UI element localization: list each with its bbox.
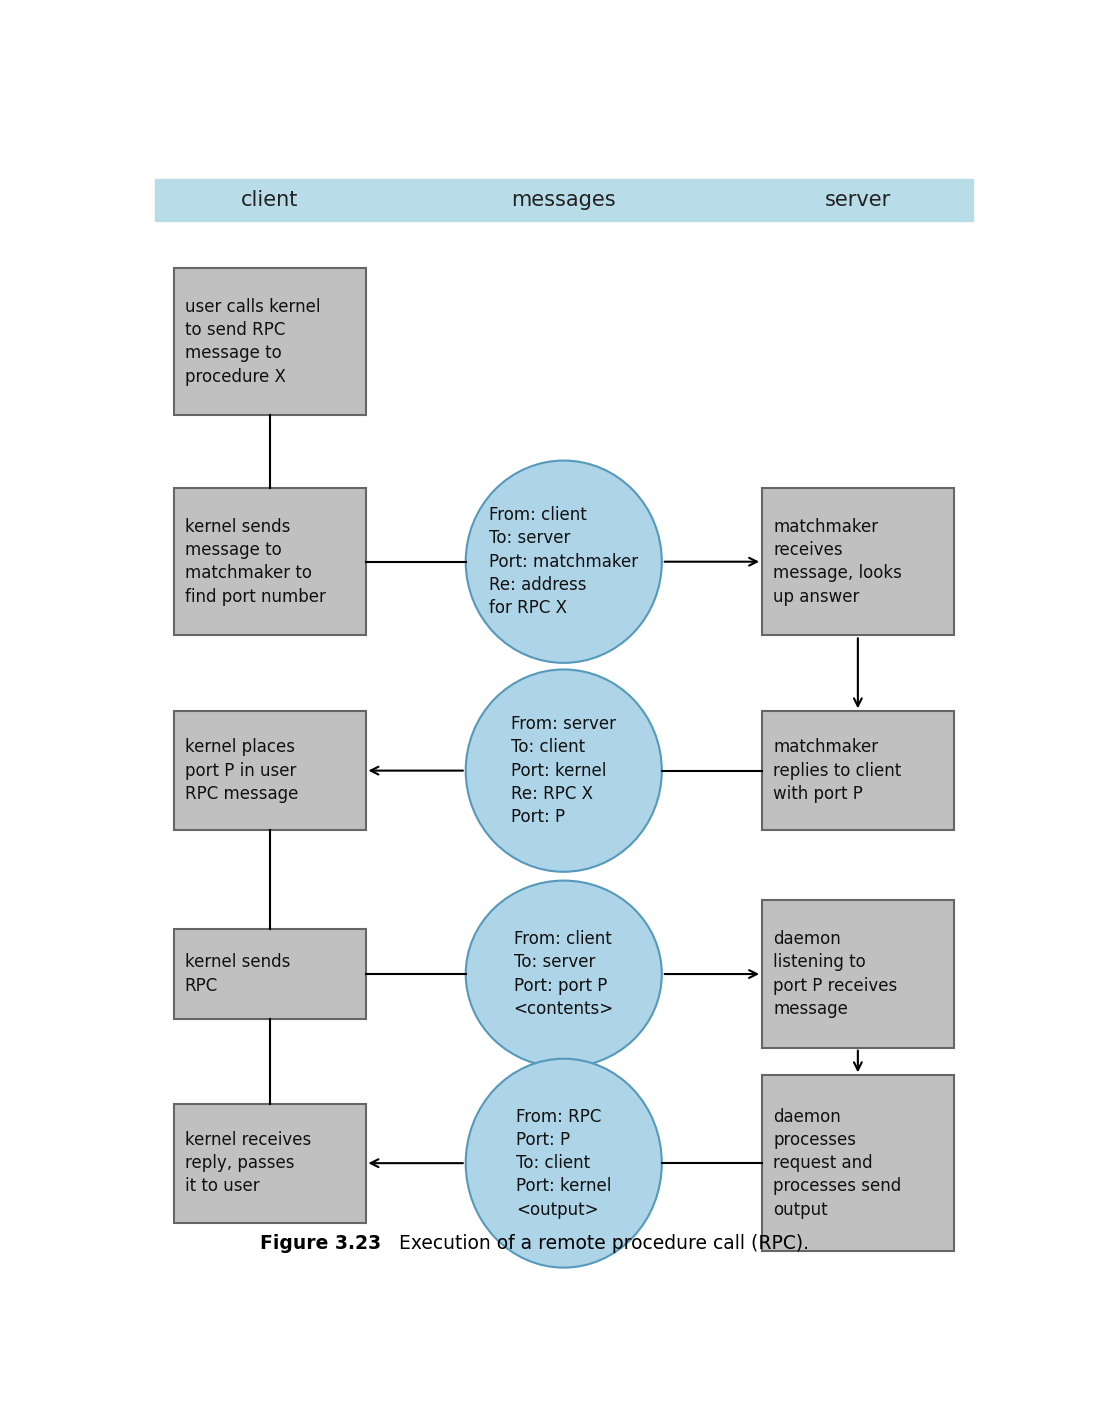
FancyBboxPatch shape <box>762 1075 954 1251</box>
Text: matchmaker
replies to client
with port P: matchmaker replies to client with port P <box>773 738 901 803</box>
Text: kernel sends
message to
matchmaker to
find port number: kernel sends message to matchmaker to fi… <box>185 518 326 605</box>
Ellipse shape <box>465 1058 662 1268</box>
Text: user calls kernel
to send RPC
message to
procedure X: user calls kernel to send RPC message to… <box>185 298 320 386</box>
Text: Execution of a remote procedure call (RPC).: Execution of a remote procedure call (RP… <box>387 1234 808 1252</box>
Text: From: client
To: server
Port: port P
<contents>: From: client To: server Port: port P <co… <box>514 930 614 1018</box>
FancyBboxPatch shape <box>174 1104 365 1222</box>
Text: daemon
processes
request and
processes send
output: daemon processes request and processes s… <box>773 1108 901 1220</box>
FancyBboxPatch shape <box>762 488 954 635</box>
Text: kernel sends
RPC: kernel sends RPC <box>185 954 290 995</box>
Text: client: client <box>241 190 298 210</box>
Text: kernel receives
reply, passes
it to user: kernel receives reply, passes it to user <box>185 1131 311 1195</box>
FancyBboxPatch shape <box>762 901 954 1048</box>
Text: Figure 3.23: Figure 3.23 <box>261 1234 382 1252</box>
FancyBboxPatch shape <box>174 488 365 635</box>
FancyBboxPatch shape <box>174 711 365 830</box>
FancyBboxPatch shape <box>154 178 972 221</box>
FancyBboxPatch shape <box>174 268 365 416</box>
FancyBboxPatch shape <box>174 930 365 1020</box>
Text: server: server <box>825 190 891 210</box>
Text: matchmaker
receives
message, looks
up answer: matchmaker receives message, looks up an… <box>773 518 902 605</box>
FancyBboxPatch shape <box>762 711 954 830</box>
Ellipse shape <box>465 881 662 1068</box>
Text: From: server
To: client
Port: kernel
Re: RPC X
Port: P: From: server To: client Port: kernel Re:… <box>512 715 616 827</box>
Text: messages: messages <box>512 190 616 210</box>
Text: daemon
listening to
port P receives
message: daemon listening to port P receives mess… <box>773 930 898 1018</box>
Text: From: RPC
Port: P
To: client
Port: kernel
<output>: From: RPC Port: P To: client Port: kerne… <box>516 1108 612 1220</box>
Text: kernel places
port P in user
RPC message: kernel places port P in user RPC message <box>185 738 298 803</box>
Ellipse shape <box>465 670 662 871</box>
Ellipse shape <box>465 461 662 663</box>
Text: From: client
To: server
Port: matchmaker
Re: address
for RPC X: From: client To: server Port: matchmaker… <box>490 506 638 617</box>
